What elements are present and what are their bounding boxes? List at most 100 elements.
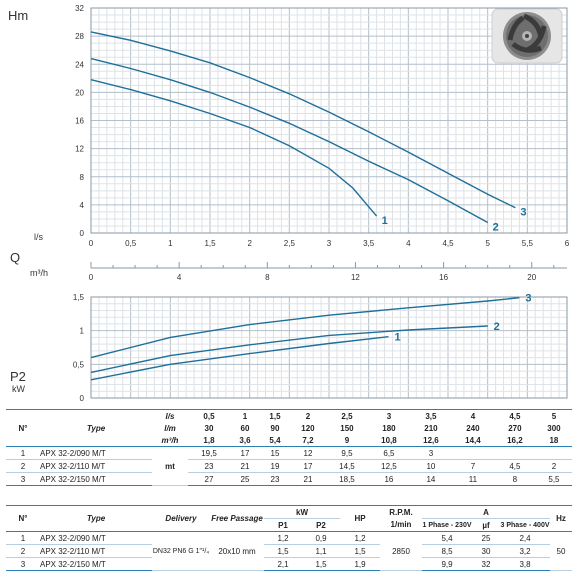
unit-ls: l/s (152, 409, 188, 422)
table2-head-rpm: R.P.M. (380, 505, 422, 519)
curve-label-3: 3 (520, 207, 526, 219)
head-value: 12,5 (367, 459, 410, 473)
unit-mt: mt (152, 446, 188, 486)
table2-head-uf: µf (472, 518, 500, 532)
head-value (451, 446, 494, 460)
table1-head-type: Type (40, 409, 152, 447)
row-type: APX 32-2/090 M/T (40, 446, 152, 460)
row-type: APX 32-2/090 M/T (40, 531, 152, 545)
head-chart-labels: 0 0,5 1 1,5 2 2,5 3 3,5 4 4,5 5 5,5 6048121620242832… (8, 4, 570, 248)
head-curves: 1 2 3 (90, 31, 527, 233)
flow-lm-cell: 120 (301, 423, 315, 433)
head-value: 18,5 (339, 474, 355, 484)
head-value: 2 (535, 459, 572, 473)
flow-ls-cell: 0,5 (188, 409, 230, 422)
p1-value: 1,5 (264, 544, 302, 558)
row-no: 3 (20, 474, 26, 484)
table2-head-1phase: 1 Phase - 230V (422, 518, 472, 532)
head-value: 21 (229, 459, 260, 473)
row-type: APX 32-2/110 M/T (40, 459, 152, 473)
table2-head-rpm-unit: 1/min (380, 518, 422, 532)
amp-1phase-value: 5,4 (422, 531, 472, 545)
flow-ls-cell: 4,5 (493, 409, 536, 422)
amp-3phase-value: 2,4 (500, 531, 550, 545)
head-value: 4,5 (493, 459, 536, 473)
table2-head-kw: kW (264, 505, 340, 519)
head-value: 8 (512, 474, 518, 484)
flow-lm-cell: 270 (508, 423, 522, 433)
flow-m3h-cell: 1,8 (188, 434, 230, 447)
power-curve-1 (90, 336, 389, 381)
flow-m3h-cell: 5,4 (259, 434, 290, 447)
flow-lm-cell: 180 (382, 423, 396, 433)
flow-ls-cell: 2 (289, 409, 326, 422)
flow-tick-label: 12 (351, 273, 360, 282)
flow-m3h-cell: 12,6 (409, 434, 452, 447)
flow-lm-cell: 60 (240, 423, 250, 433)
head-value: 23 (270, 474, 280, 484)
head-value: 21 (303, 474, 313, 484)
curve-label-1: 1 (395, 332, 401, 344)
head-curve-1 (90, 79, 378, 217)
y-tick-label: 1 (80, 327, 85, 336)
y-tick-label: 32 (75, 4, 84, 13)
flow-lm-cell: 150 (340, 423, 354, 433)
x-tick-label: 1,5 (204, 239, 216, 248)
row-type: APX 32-2/150 M/T (40, 559, 106, 569)
head-value: 25 (240, 474, 250, 484)
flow-lm-cell: 300 (547, 423, 561, 433)
plot-frame (90, 296, 568, 399)
head-curve-2 (90, 57, 489, 224)
amp-3phase-value: 3,2 (500, 544, 550, 558)
power-curve-2 (90, 325, 488, 374)
hp-value: 1,5 (340, 544, 380, 558)
flow-m3h-cell: 16,2 (493, 434, 536, 447)
flow-ls-cell: 4 (451, 409, 494, 422)
flow-m3h-cell: 18 (535, 434, 572, 447)
unit-m3h: m³/h (152, 434, 188, 447)
row-type: APX 32-2/110 M/T (40, 544, 152, 558)
hp-value: 1,9 (354, 559, 366, 569)
head-value: 19 (259, 459, 290, 473)
head-value: 6,5 (367, 446, 410, 460)
table-row: 1 APX 32-2/090 M/T mt 19,5 17 15 12 9,5 … (6, 446, 572, 486)
x-tick-label: 0 (89, 239, 94, 248)
head-curve-3 (90, 31, 516, 209)
flow-ls-cell: 3,5 (409, 409, 452, 422)
p1-value: 2,1 (277, 559, 289, 569)
flow-ls-cell: 2,5 (325, 409, 368, 422)
flow-axis-label: Q (10, 250, 20, 265)
uf-value: 25 (472, 531, 500, 545)
x-tick-label: 4 (406, 239, 411, 248)
delivery-value: DN32 PN6 G 1"¹/₄ (152, 531, 210, 571)
table2-head-passage: Free Passage (210, 505, 264, 532)
y-tick-label: 24 (75, 60, 84, 69)
specifications-table: N° Type Delivery Free Passage kW HP R.P.… (6, 505, 572, 571)
head-value: 14 (426, 474, 436, 484)
head-value: 9,5 (325, 446, 368, 460)
rpm-value: 2850 (380, 531, 422, 571)
unit-lm: l/m (164, 423, 176, 433)
table-row: 3 APX 32-2/150 M/T 27 25 23 21 18,5 16 1… (6, 473, 572, 486)
table2-head-hz: Hz (550, 505, 572, 532)
flow-lm-cell: 30 (204, 423, 214, 433)
flow-lm-cell: 240 (466, 423, 480, 433)
table2-head-p2: P2 (302, 518, 340, 532)
table2-head-type: Type (40, 505, 152, 532)
x-axis-label: l/s (34, 232, 44, 242)
flow-lm-cell: 210 (424, 423, 438, 433)
head-value: 16 (384, 474, 394, 484)
curve-label-2: 2 (494, 321, 500, 333)
flow-unit-label: m³/h (30, 268, 48, 278)
table2-head-hp: HP (340, 505, 380, 532)
table2-head-no: N° (6, 505, 40, 532)
row-no: 2 (6, 544, 40, 558)
power-curve-3 (90, 297, 520, 359)
flow-m3h-axis: 0 4 8 12 16 20 Qm³/h (10, 250, 567, 282)
table-row: 2 APX 32-2/110 M/T 23 21 19 17 14,5 12,5… (6, 459, 572, 473)
y-tick-label: 4 (80, 201, 85, 210)
x-tick-label: 5 (485, 239, 490, 248)
table-row: 1 APX 32-2/090 M/T DN32 PN6 G 1"¹/₄ 20x1… (6, 531, 572, 571)
flow-m3h-cell: 14,4 (451, 434, 494, 447)
